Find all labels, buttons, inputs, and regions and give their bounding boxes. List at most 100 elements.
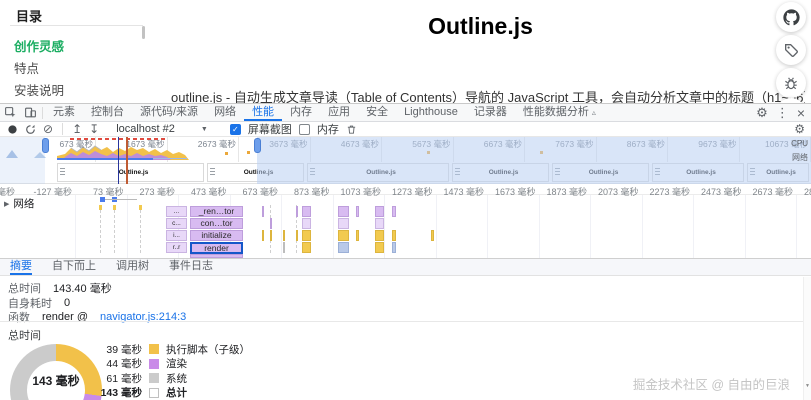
save-profile-icon[interactable]: ↧: [89, 122, 100, 136]
toc-scrollbar-thumb[interactable]: [142, 26, 145, 39]
flame-block-rentor[interactable]: _ren…tor: [190, 206, 243, 217]
toc-item-2[interactable]: 安装说明: [14, 84, 65, 98]
overview-network-line: [57, 158, 153, 160]
devtools-tab-4[interactable]: 性能: [244, 104, 282, 121]
clear-icon[interactable]: ⊘: [43, 122, 54, 136]
settings-gear-icon[interactable]: ⚙: [756, 104, 768, 120]
tabbar-right-controls: ⚙ ⋮ ×: [756, 104, 809, 121]
main-gridline: [126, 195, 128, 258]
inspect-element-icon[interactable]: [0, 104, 20, 121]
flame-task-block[interactable]: [302, 242, 311, 253]
flame-block-render[interactable]: render: [190, 242, 243, 254]
summary-scrollbar[interactable]: ▼: [803, 277, 811, 400]
watermark-text: 掘金技术社区 @ 自由的巨浪: [632, 378, 790, 392]
flame-block-partial[interactable]: [190, 254, 243, 258]
flame-task-block[interactable]: [392, 230, 396, 241]
summary-total-time-row: 总时间 143.40 毫秒: [8, 280, 112, 296]
flame-block-initialize[interactable]: initialize: [190, 230, 243, 241]
flame-block-left-0[interactable]: ...: [166, 206, 187, 217]
devtools-tab-6[interactable]: 应用: [328, 106, 351, 118]
record-icon[interactable]: [7, 124, 18, 135]
memory-checkbox[interactable]: [298, 123, 310, 135]
details-tab-1[interactable]: 自下而上: [52, 260, 96, 272]
bug-button[interactable]: [776, 68, 806, 98]
flame-task-block[interactable]: [392, 206, 396, 217]
network-track-header[interactable]: ▶ 网络: [4, 196, 34, 211]
flame-task-block[interactable]: [338, 218, 349, 229]
selection-handle-right[interactable]: [254, 138, 261, 153]
overview-cpu-chart[interactable]: [57, 143, 189, 160]
devtools-tab-9[interactable]: 记录器: [473, 106, 507, 118]
flame-block-left-3[interactable]: r..r: [166, 242, 187, 253]
github-button[interactable]: [776, 2, 806, 32]
flame-block-left-2[interactable]: i...: [166, 230, 187, 241]
flame-block-contor[interactable]: con…tor: [190, 218, 243, 229]
devtools-tab-1[interactable]: 控制台: [91, 106, 124, 118]
flame-task-block[interactable]: [302, 206, 311, 217]
devtools-tab-5[interactable]: 内存: [290, 106, 313, 118]
flame-task-block[interactable]: [392, 242, 396, 253]
flame-task-block[interactable]: [375, 230, 384, 241]
flame-task-block[interactable]: [283, 230, 285, 241]
device-toolbar-icon[interactable]: [20, 104, 40, 121]
ruler-tick: 1673 毫秒: [494, 187, 536, 197]
legend-row-1: 44 毫秒 渲染: [86, 357, 250, 372]
kebab-menu-icon[interactable]: ⋮: [775, 104, 789, 120]
legend-swatch: [149, 344, 159, 355]
toc-divider: [10, 25, 143, 26]
flame-task-block[interactable]: [375, 206, 384, 217]
devtools-tab-7[interactable]: 安全: [366, 106, 389, 118]
main-gridline: [435, 195, 437, 258]
flame-task-block[interactable]: [375, 242, 384, 253]
target-select[interactable]: localhost #2 ▼: [116, 123, 208, 135]
filmstrip-thumbnail-0[interactable]: Outline.js: [57, 163, 204, 182]
flame-task-block[interactable]: [338, 230, 349, 241]
ruler-tick: 1873 毫秒: [546, 187, 587, 197]
network-request-mark[interactable]: [100, 197, 105, 202]
main-gridline: [384, 195, 385, 258]
details-tab-0[interactable]: 摘要: [10, 259, 32, 275]
selection-handle-left[interactable]: [42, 138, 49, 153]
flame-task-block[interactable]: [283, 242, 285, 253]
details-tab-2[interactable]: 调用树: [116, 260, 149, 272]
flame-task-block[interactable]: [375, 218, 384, 229]
flame-task-block[interactable]: [356, 206, 359, 217]
github-icon: [782, 8, 800, 26]
tag-button[interactable]: [776, 35, 806, 65]
timeline-cursor-line: [118, 137, 119, 184]
flame-task-block[interactable]: [302, 218, 311, 229]
flame-task-block[interactable]: [296, 230, 298, 241]
legend-row-2: 61 毫秒 系统: [86, 371, 250, 386]
flame-task-block[interactable]: [431, 230, 434, 241]
flame-task-block[interactable]: [296, 206, 298, 217]
devtools-tab-3[interactable]: 网络: [214, 106, 237, 118]
main-gridline: [75, 195, 76, 258]
flame-task-block[interactable]: [262, 230, 264, 241]
flame-task-block[interactable]: [302, 230, 311, 241]
flame-task-block[interactable]: [338, 242, 349, 253]
close-devtools-icon[interactable]: ×: [796, 104, 805, 121]
flame-block-left-1[interactable]: c...: [166, 218, 187, 229]
flame-task-block[interactable]: [270, 218, 272, 229]
flame-task-block[interactable]: [356, 230, 359, 241]
self-time-value: 0: [64, 297, 71, 309]
load-profile-icon[interactable]: ↥: [72, 122, 83, 136]
devtools-tab-0[interactable]: 元素: [53, 106, 75, 118]
toc-item-0[interactable]: 创作灵感: [14, 40, 65, 54]
devtools-tab-10[interactable]: 性能数据分析 ▵: [515, 104, 604, 121]
flame-task-block[interactable]: [262, 206, 264, 217]
toc-item-1[interactable]: 特点: [14, 62, 40, 76]
flame-task-block[interactable]: [338, 206, 349, 217]
details-tab-3[interactable]: 事件日志: [169, 260, 213, 272]
overview-row-label-net: 网络: [792, 153, 808, 162]
function-source-link[interactable]: navigator.js:214:3: [100, 311, 187, 323]
screenshots-checkbox[interactable]: ✓: [229, 123, 241, 135]
main-gridline: [538, 195, 540, 258]
devtools-tab-2[interactable]: 源代码/来源: [140, 106, 199, 118]
capture-settings-gear-icon[interactable]: ⚙: [794, 122, 805, 136]
flame-task-block[interactable]: [270, 230, 272, 241]
collect-garbage-icon[interactable]: [346, 124, 357, 135]
reload-record-icon[interactable]: [25, 124, 36, 135]
ruler-tick: 2273 毫秒: [649, 187, 690, 197]
devtools-tab-8[interactable]: Lighthouse: [404, 106, 458, 118]
